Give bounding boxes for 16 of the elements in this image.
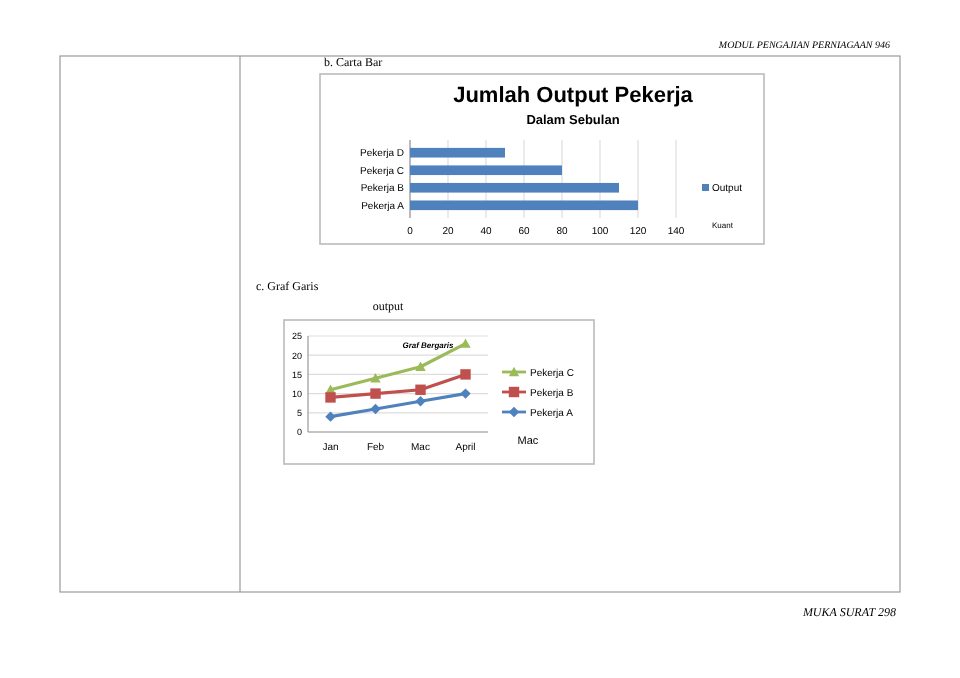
point [370, 403, 381, 415]
bar [410, 147, 505, 158]
bar [410, 182, 619, 193]
point [415, 384, 426, 395]
point [325, 411, 336, 422]
point [460, 388, 471, 399]
point [415, 396, 426, 407]
point [370, 373, 381, 383]
point [370, 388, 381, 399]
point [460, 369, 471, 380]
bar [410, 200, 638, 211]
bar [410, 165, 562, 176]
point [325, 392, 336, 403]
point [415, 361, 426, 371]
point [460, 338, 471, 348]
chart-title: Jumlah Output Pekerja [453, 84, 695, 108]
